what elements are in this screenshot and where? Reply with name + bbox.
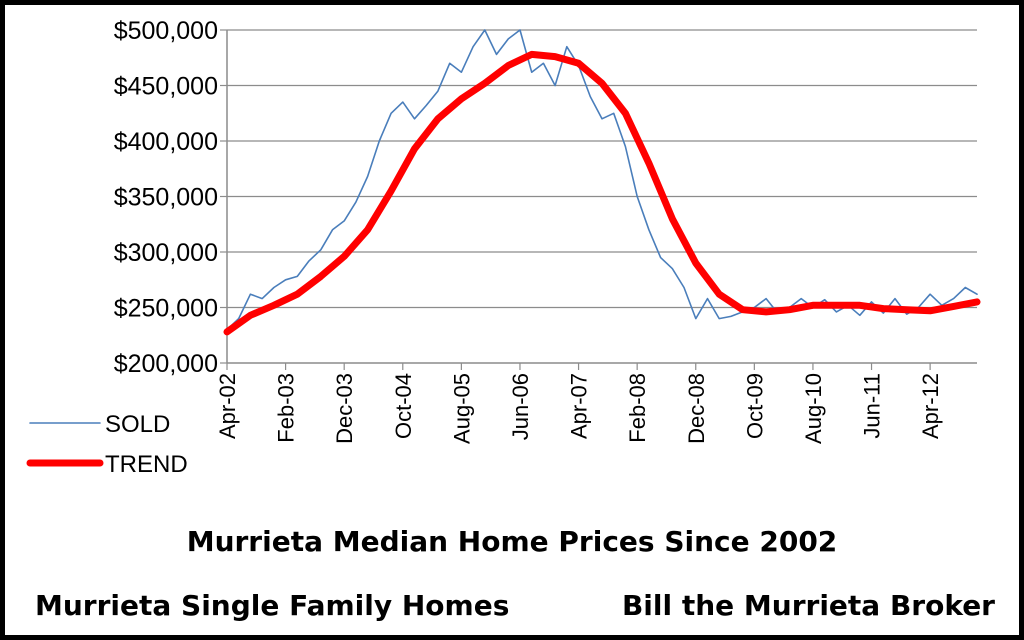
y-axis-ticks: $200,000 $250,000 $300,000 $350,000 $400,000… xyxy=(114,17,218,378)
series-line-sold xyxy=(226,29,978,331)
y-tick-label: $200,000 xyxy=(114,350,218,378)
x-tick-label: Apr-02 xyxy=(215,373,240,439)
x-tick-label: Jun-11 xyxy=(860,373,885,439)
y-tick-label: $250,000 xyxy=(114,295,218,323)
series xyxy=(223,29,981,336)
x-tick-label: Dec-08 xyxy=(684,373,709,444)
x-tick-label: Aug-05 xyxy=(449,373,474,444)
axes xyxy=(220,29,977,370)
x-tick-label: Feb-08 xyxy=(625,373,650,443)
series-line-trend xyxy=(223,50,981,336)
legend: SOLD TREND xyxy=(26,411,188,478)
line-chart: $200,000 $250,000 $300,000 $350,000 $400,000… xyxy=(26,17,981,478)
x-tick-label: Apr-12 xyxy=(918,373,943,439)
legend-label-trend: TREND xyxy=(105,451,188,478)
x-tick-label: Feb-03 xyxy=(274,373,299,443)
chart-title: Murrieta Median Home Prices Since 2002 xyxy=(186,525,838,558)
y-tick-label: $350,000 xyxy=(114,184,218,212)
y-tick-label: $300,000 xyxy=(114,239,218,267)
footer-left-caption: Murrieta Single Family Homes xyxy=(35,589,510,622)
x-tick-label: Oct-09 xyxy=(742,373,767,439)
x-axis-ticks: Apr-02 Feb-03 Dec-03 Oct-04 Aug-05 Jun-06 Apr-… xyxy=(215,373,943,444)
x-tick-label: Dec-03 xyxy=(332,373,357,444)
x-tick-label: Oct-04 xyxy=(391,373,416,439)
x-tick-label: Aug-10 xyxy=(801,373,826,444)
x-tick-label: Jun-06 xyxy=(508,373,533,440)
y-tick-label: $450,000 xyxy=(114,73,218,101)
y-tick-label: $400,000 xyxy=(114,128,218,156)
legend-label-sold: SOLD xyxy=(105,411,170,438)
footer-right-caption: Bill the Murrieta Broker xyxy=(621,589,995,622)
x-tick-label: Apr-07 xyxy=(567,373,592,439)
y-tick-label: $500,000 xyxy=(114,17,218,45)
gridlines xyxy=(227,29,977,309)
